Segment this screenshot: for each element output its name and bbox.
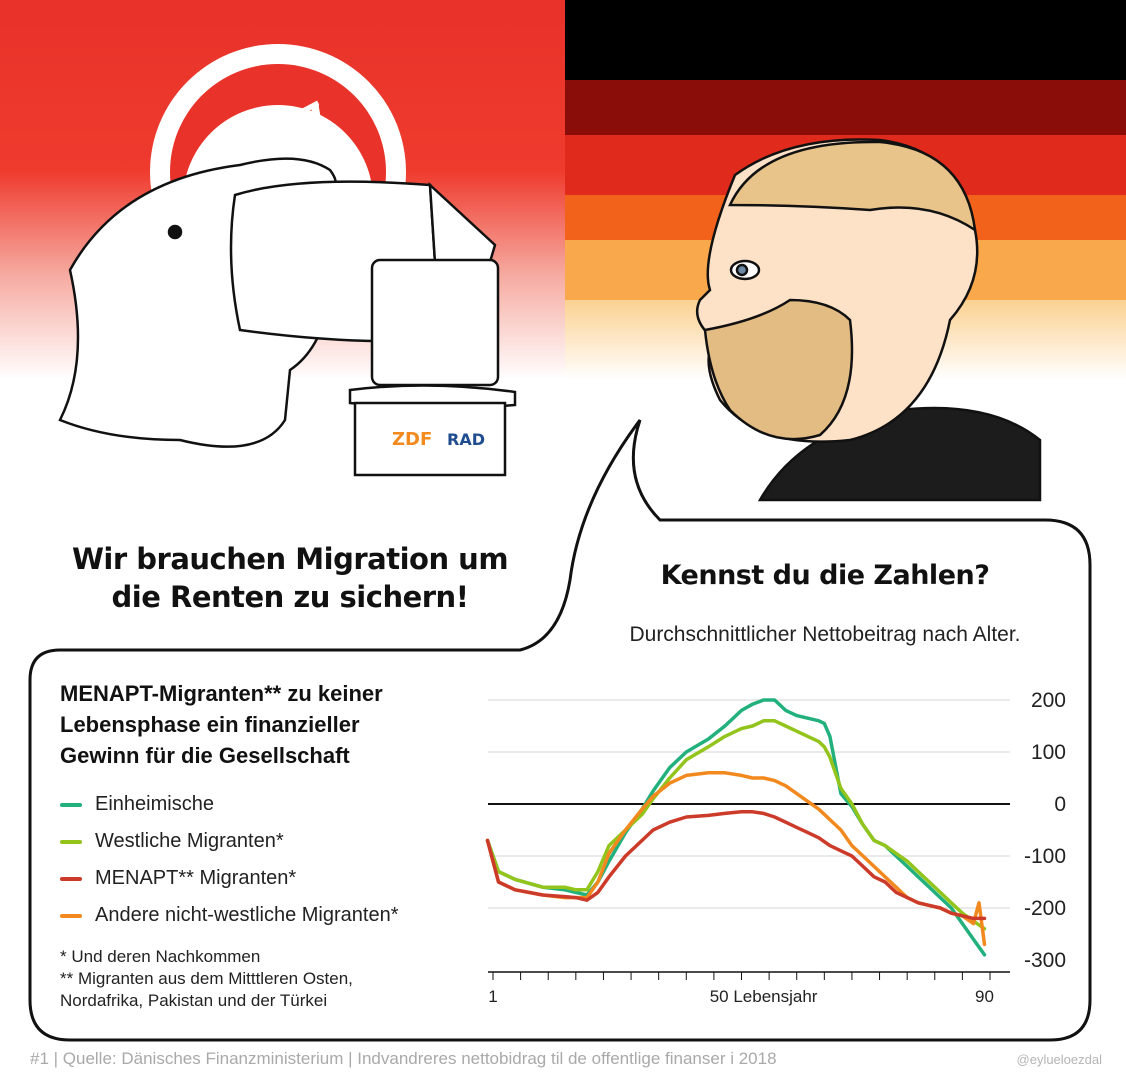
series-line-2	[485, 810, 987, 921]
legend-item: MENAPT** Migranten*	[60, 860, 399, 897]
chart-title: Durchschnittlicher Nettobeitrag nach Alt…	[629, 623, 1021, 646]
zdf-logo-text: ZDF	[392, 429, 432, 450]
x-tick-label: 50 Lebensjahr	[710, 987, 818, 1006]
flag-stripe	[565, 80, 1126, 135]
legend-swatch	[60, 876, 82, 881]
x-tick-label: 90	[975, 987, 994, 1006]
legend-label: MENAPT** Migranten*	[95, 867, 297, 889]
legend-item: Andere nicht-westliche Migranten*	[60, 897, 399, 934]
box-title-line: Lebensphase ein finanzieller	[60, 712, 360, 737]
flag-stripe	[565, 0, 1126, 80]
y-tick-label: 100	[1031, 741, 1066, 764]
y-tick-label: -100	[1024, 845, 1066, 868]
note-line: Nordafrika, Pakistan und der Türkei	[60, 991, 328, 1010]
right-meme-text: Kennst du die Zahlen?	[660, 560, 990, 591]
chart-box-title: MENAPT-Migranten** zu keiner Lebensphase…	[60, 678, 460, 771]
box-title-line: Gewinn für die Gesellschaft	[60, 743, 350, 768]
legend-label: Westliche Migranten*	[95, 830, 284, 852]
x-tick-label: 1	[488, 987, 497, 1006]
legend-item: Westliche Migranten*	[60, 823, 399, 860]
line-chart: 200 100 0 -100 -200 -300 1 50 Lebensjahr 90	[485, 689, 1066, 1006]
y-tick-label: 0	[1054, 793, 1066, 816]
legend-item: Einheimische	[60, 786, 399, 823]
funnel-drink	[229, 180, 517, 477]
left-meme-line: Wir brauchen Migration um	[71, 542, 509, 576]
legend-label: Andere nicht-westliche Migranten*	[95, 904, 399, 926]
box-title-line: MENAPT-Migranten** zu keiner	[60, 681, 383, 706]
rad-logo-text: RAD	[447, 430, 485, 449]
source-footer: #1 | Quelle: Dänisches Finanzministerium…	[30, 1049, 777, 1068]
left-meme-text: Wir brauchen Migration um die Renten zu …	[40, 540, 540, 616]
series-line-1	[485, 719, 987, 931]
legend-label: Einheimische	[95, 793, 214, 815]
note-line: * Und deren Nachkommen	[60, 947, 261, 966]
left-meme-line: die Renten zu sichern!	[111, 580, 469, 614]
legend-swatch	[60, 839, 82, 844]
chart-notes: * Und deren Nachkommen ** Migranten aus …	[60, 946, 353, 1012]
legend-swatch	[60, 913, 82, 918]
author-handle: @eylueloezdal	[1016, 1052, 1102, 1067]
y-tick-label: -200	[1024, 897, 1066, 920]
chart-legend: Einheimische Westliche Migranten* MENAPT…	[60, 786, 399, 934]
y-tick-label: -300	[1024, 949, 1066, 972]
speech-bubble	[28, 419, 1092, 1042]
y-tick-label: 200	[1031, 689, 1066, 712]
chad-right	[695, 138, 1042, 502]
legend-swatch	[60, 802, 82, 807]
note-line: ** Migranten aus dem Mitttleren Osten,	[60, 969, 353, 988]
